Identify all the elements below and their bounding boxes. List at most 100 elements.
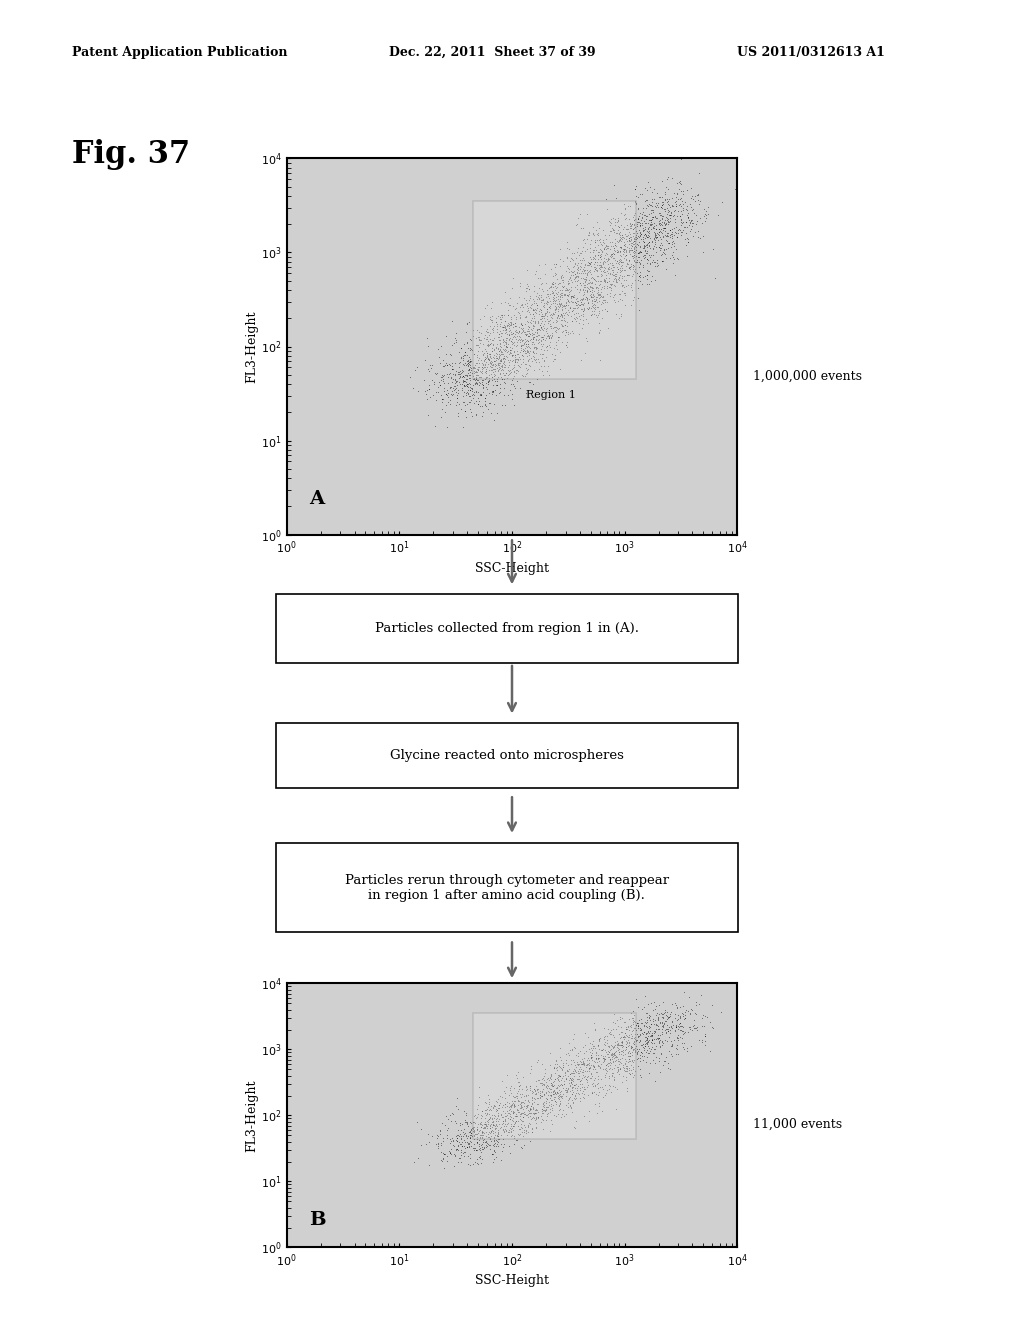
Point	[592, 1057, 608, 1078]
Point	[494, 317, 510, 338]
Point	[500, 292, 516, 313]
Point	[654, 243, 671, 264]
Point	[542, 1078, 558, 1100]
Point	[650, 255, 667, 276]
Point	[534, 335, 550, 356]
Point	[628, 1035, 644, 1056]
Point	[628, 1027, 644, 1048]
Point	[536, 355, 552, 376]
Point	[465, 356, 481, 378]
Point	[662, 232, 678, 253]
Point	[444, 384, 461, 405]
Point	[613, 227, 630, 248]
Point	[675, 1006, 691, 1027]
Point	[522, 1102, 539, 1123]
Point	[563, 285, 580, 306]
Point	[546, 288, 562, 309]
Point	[666, 201, 682, 222]
Point	[470, 393, 486, 414]
Point	[553, 304, 569, 325]
Point	[608, 1047, 625, 1068]
Point	[579, 203, 595, 224]
Point	[546, 304, 562, 325]
Point	[626, 239, 642, 260]
Point	[659, 211, 676, 232]
Point	[499, 314, 515, 335]
Point	[643, 271, 659, 292]
Point	[601, 1059, 617, 1080]
Point	[455, 1143, 471, 1164]
Point	[522, 319, 539, 341]
Point	[543, 293, 559, 314]
Point	[497, 1122, 513, 1143]
Point	[506, 1097, 522, 1118]
Point	[665, 1034, 681, 1055]
Point	[653, 211, 670, 232]
Point	[453, 1114, 469, 1135]
Point	[468, 367, 484, 388]
Point	[446, 352, 463, 374]
Point	[573, 289, 590, 310]
Point	[462, 1154, 478, 1175]
Point	[605, 264, 622, 285]
Point	[550, 300, 566, 321]
Point	[607, 265, 624, 286]
Point	[604, 1043, 621, 1064]
Point	[445, 380, 462, 401]
Point	[537, 293, 553, 314]
Point	[557, 296, 573, 317]
Point	[638, 197, 654, 218]
Point	[562, 305, 579, 326]
Point	[591, 1028, 607, 1049]
Point	[601, 238, 617, 259]
Point	[647, 269, 664, 290]
Point	[613, 1016, 630, 1038]
Point	[505, 1107, 521, 1129]
Point	[475, 345, 492, 366]
Point	[640, 1020, 656, 1041]
Point	[532, 300, 549, 321]
Point	[490, 1111, 507, 1133]
Point	[445, 333, 462, 354]
Point	[606, 235, 623, 256]
Point	[489, 375, 506, 396]
Point	[527, 1102, 544, 1123]
Point	[664, 195, 680, 216]
Point	[536, 306, 552, 327]
Point	[492, 351, 508, 372]
Point	[551, 294, 567, 315]
Point	[646, 195, 663, 216]
Point	[564, 261, 581, 282]
Point	[607, 236, 624, 257]
Point	[669, 1039, 685, 1060]
Point	[645, 1008, 662, 1030]
Point	[551, 1065, 567, 1086]
Point	[447, 363, 464, 384]
Point	[526, 1078, 543, 1100]
Point	[527, 312, 544, 333]
Point	[487, 1110, 504, 1131]
Point	[499, 323, 515, 345]
Point	[587, 290, 603, 312]
Point	[617, 255, 634, 276]
Point	[586, 1082, 602, 1104]
Point	[538, 310, 554, 331]
Point	[660, 199, 677, 220]
Point	[512, 313, 528, 334]
Point	[511, 1076, 527, 1097]
Point	[691, 227, 708, 248]
Point	[545, 1071, 561, 1092]
Point	[469, 364, 485, 385]
Point	[665, 168, 681, 189]
Point	[617, 226, 634, 247]
Point	[511, 1125, 527, 1146]
Point	[548, 298, 564, 319]
Point	[615, 260, 632, 281]
Point	[569, 207, 586, 228]
Point	[653, 207, 670, 228]
Point	[640, 1026, 656, 1047]
Point	[585, 222, 601, 243]
Point	[653, 1022, 670, 1043]
Point	[631, 246, 647, 267]
Point	[574, 301, 591, 322]
